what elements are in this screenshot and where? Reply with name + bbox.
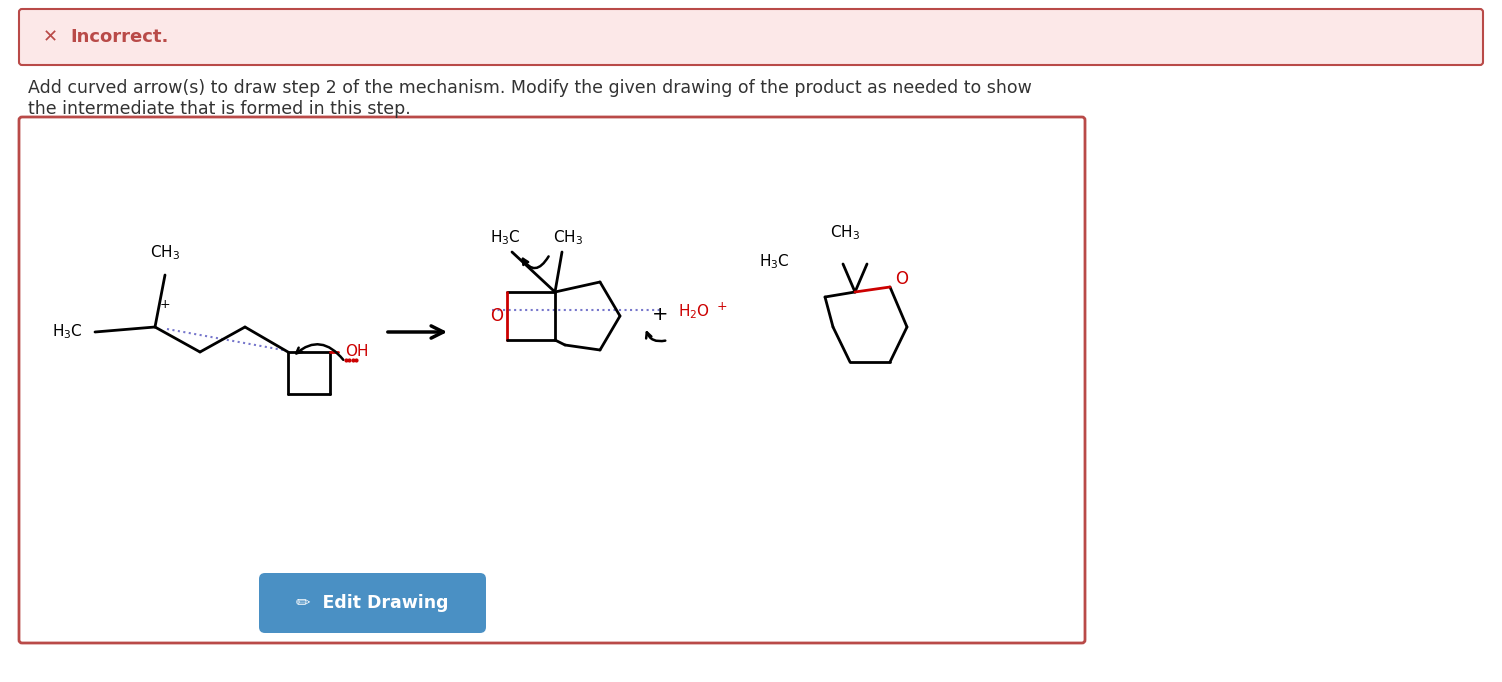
Text: ✕: ✕ <box>42 28 57 46</box>
Text: +: + <box>652 304 668 323</box>
Text: $\mathregular{H_3C}$: $\mathregular{H_3C}$ <box>53 323 83 342</box>
FancyBboxPatch shape <box>20 9 1482 65</box>
FancyBboxPatch shape <box>258 573 487 633</box>
Text: O: O <box>491 307 503 325</box>
Text: the intermediate that is formed in this step.: the intermediate that is formed in this … <box>29 100 410 118</box>
Text: $\mathregular{H_3C}$: $\mathregular{H_3C}$ <box>760 252 790 271</box>
Text: +: + <box>159 299 170 312</box>
Text: ✏  Edit Drawing: ✏ Edit Drawing <box>296 594 448 612</box>
Text: +: + <box>716 299 727 312</box>
Text: $\mathregular{H_2O}$: $\mathregular{H_2O}$ <box>677 303 710 321</box>
Text: Incorrect.: Incorrect. <box>71 28 168 46</box>
Text: O: O <box>895 270 909 288</box>
Text: $\mathregular{CH_3}$: $\mathregular{CH_3}$ <box>831 223 861 242</box>
Text: Add curved arrow(s) to draw step 2 of the mechanism. Modify the given drawing of: Add curved arrow(s) to draw step 2 of th… <box>29 79 1032 97</box>
FancyBboxPatch shape <box>20 117 1084 643</box>
Text: $\mathregular{CH_3}$: $\mathregular{CH_3}$ <box>150 243 180 262</box>
Text: OH: OH <box>345 344 368 359</box>
Text: $\mathregular{CH_3}$: $\mathregular{CH_3}$ <box>553 228 583 247</box>
Text: $\mathregular{H_3C}$: $\mathregular{H_3C}$ <box>490 228 520 247</box>
